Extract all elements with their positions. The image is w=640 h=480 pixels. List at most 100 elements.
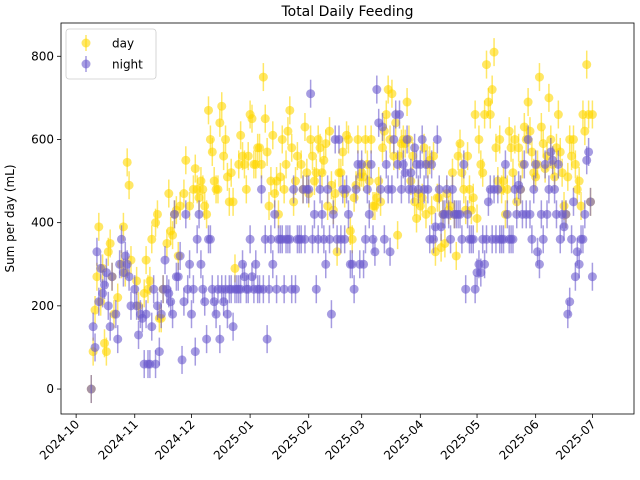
point-day-105 [309, 176, 319, 186]
point-night-78 [238, 259, 248, 269]
point-night-56 [196, 259, 206, 269]
point-night-158 [389, 134, 399, 144]
point-night-144 [362, 184, 372, 194]
point-night-148 [370, 247, 380, 257]
point-night-93 [266, 234, 276, 244]
point-night-182 [434, 184, 444, 194]
point-day-143 [381, 110, 391, 120]
point-day-246 [576, 201, 586, 211]
point-night-58 [200, 297, 210, 307]
y-tick-label-400: 400 [31, 216, 54, 230]
point-night-122 [321, 259, 331, 269]
point-night-40 [166, 297, 176, 307]
point-night-116 [309, 209, 319, 219]
point-day-110 [319, 155, 329, 165]
point-day-249 [582, 60, 592, 70]
point-night-241 [546, 147, 556, 157]
point-night-51 [186, 309, 196, 319]
point-night-100 [279, 284, 289, 294]
point-day-56 [213, 184, 223, 194]
y-axis-label: Sum per day (mL) [3, 164, 17, 272]
point-night-261 [584, 147, 594, 157]
point-day-20 [132, 276, 142, 286]
legend-day-label: day [112, 37, 134, 51]
point-day-100 [300, 122, 310, 132]
point-day-49 [200, 201, 210, 211]
point-day-116 [330, 189, 340, 199]
point-night-230 [525, 209, 535, 219]
point-night-189 [447, 184, 457, 194]
point-day-191 [472, 214, 482, 223]
point-day-59 [219, 151, 229, 161]
point-day-89 [277, 134, 287, 144]
point-night-48 [181, 209, 191, 219]
point-night-124 [325, 234, 335, 244]
point-night-234 [533, 247, 543, 257]
point-night-45 [175, 251, 185, 261]
point-night-250 [563, 309, 573, 319]
point-day-242 [568, 134, 578, 144]
point-day-104 [308, 151, 318, 161]
point-night-237 [538, 234, 548, 244]
point-night-133 [342, 184, 352, 194]
point-day-139 [374, 176, 384, 186]
point-night-235 [534, 259, 544, 269]
point-night-163 [398, 159, 408, 169]
point-day-200 [489, 47, 499, 57]
point-day-198 [485, 110, 495, 120]
point-night-162 [396, 184, 406, 194]
point-night-200 [468, 234, 478, 244]
point-night-22 [132, 301, 142, 311]
chart-title: Total Daily Feeding [280, 4, 413, 20]
point-day-96 [291, 176, 300, 186]
point-day-192 [474, 134, 484, 144]
point-night-167 [406, 168, 416, 178]
point-night-233 [531, 159, 541, 169]
point-day-91 [281, 159, 291, 169]
legend: day night [65, 28, 157, 80]
y-tick-label-0: 0 [46, 382, 54, 396]
point-night-195 [459, 159, 469, 169]
point-night-181 [432, 134, 442, 144]
point-night-138 [351, 184, 361, 194]
point-night-57 [198, 284, 208, 294]
point-day-41 [181, 155, 191, 165]
point-day-180 [451, 251, 461, 261]
point-day-98 [296, 159, 306, 169]
point-night-42 [169, 209, 179, 219]
point-night-227 [519, 159, 529, 169]
point-night-54 [192, 234, 202, 244]
point-night-66 [215, 334, 225, 344]
point-day-141 [377, 143, 387, 153]
point-night-169 [410, 143, 420, 153]
point-day-82 [264, 201, 274, 211]
point-night-73 [228, 322, 238, 332]
point-night-231 [527, 234, 537, 244]
point-day-220 [527, 147, 537, 157]
point-night-143 [360, 234, 370, 244]
point-day-40 [179, 189, 189, 199]
point-day-248 [580, 126, 590, 136]
point-day-205 [499, 176, 509, 186]
point-night-208 [483, 197, 493, 207]
point-night-125 [326, 309, 336, 319]
point-day-187 [464, 184, 474, 194]
point-night-129 [334, 134, 344, 144]
point-day-25 [145, 276, 155, 286]
point-night-94 [268, 259, 278, 269]
point-night-262 [586, 197, 595, 207]
point-night-88 [256, 184, 266, 194]
point-night-32 [151, 359, 161, 369]
point-day-119 [336, 168, 346, 178]
point-day-194 [478, 168, 488, 178]
point-day-123 [343, 134, 353, 144]
point-night-18 [122, 259, 132, 269]
point-night-246 [555, 234, 565, 244]
point-day-193 [476, 159, 486, 169]
point-night-114 [306, 89, 316, 99]
point-day-107 [313, 134, 323, 144]
point-day-85 [270, 189, 280, 199]
point-day-146 [387, 89, 397, 99]
point-night-238 [540, 159, 550, 169]
point-night-41 [168, 309, 178, 319]
